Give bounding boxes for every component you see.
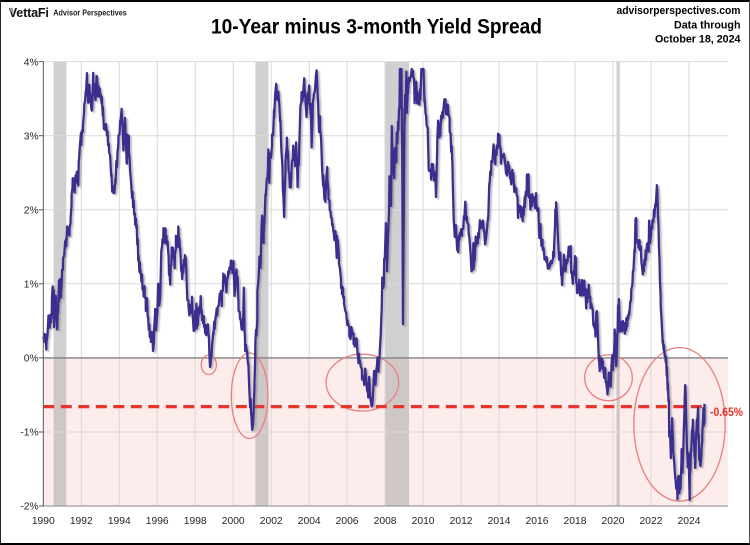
- svg-text:2000: 2000: [221, 516, 244, 527]
- svg-text:-2%: -2%: [20, 502, 38, 513]
- svg-text:-0.65%: -0.65%: [710, 407, 743, 419]
- svg-text:Data through: Data through: [674, 20, 741, 32]
- svg-text:4%: 4%: [23, 57, 38, 68]
- svg-text:1996: 1996: [145, 516, 168, 527]
- svg-text:1%: 1%: [23, 280, 38, 291]
- svg-text:October 18, 2024: October 18, 2024: [655, 33, 741, 45]
- svg-text:1990: 1990: [31, 516, 54, 527]
- svg-text:2012: 2012: [449, 516, 472, 527]
- svg-text:2006: 2006: [335, 516, 358, 527]
- svg-text:VettaFi: VettaFi: [8, 6, 48, 20]
- svg-text:2024: 2024: [677, 516, 700, 527]
- svg-text:1998: 1998: [183, 516, 206, 527]
- svg-text:advisorperspectives.com: advisorperspectives.com: [616, 5, 740, 17]
- svg-text:Advisor Perspectives: Advisor Perspectives: [53, 7, 127, 17]
- svg-text:2022: 2022: [639, 516, 662, 527]
- svg-text:2002: 2002: [259, 516, 282, 527]
- svg-text:2018: 2018: [563, 516, 586, 527]
- svg-text:-1%: -1%: [20, 428, 38, 439]
- svg-text:10-Year minus 3-month Yield Sp: 10-Year minus 3-month Yield Spread: [211, 15, 542, 39]
- svg-text:3%: 3%: [23, 131, 38, 142]
- svg-text:1994: 1994: [107, 516, 130, 527]
- svg-text:1992: 1992: [69, 516, 92, 527]
- svg-text:2014: 2014: [487, 516, 510, 527]
- svg-text:0%: 0%: [23, 354, 38, 365]
- svg-text:2004: 2004: [297, 516, 320, 527]
- svg-text:2020: 2020: [601, 516, 624, 527]
- svg-text:2016: 2016: [525, 516, 548, 527]
- svg-text:2008: 2008: [373, 516, 396, 527]
- svg-text:2%: 2%: [23, 206, 38, 217]
- svg-text:2010: 2010: [411, 516, 434, 527]
